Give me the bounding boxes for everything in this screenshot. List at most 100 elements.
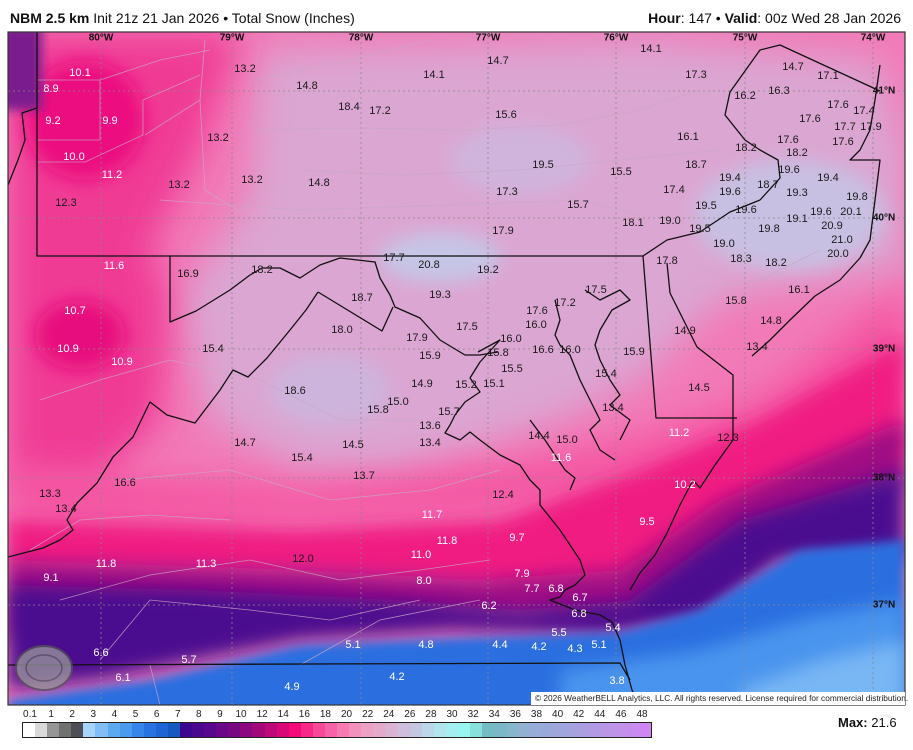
snowfall-value-label: 19.6 bbox=[810, 206, 831, 218]
snowfall-value-label: 5.7 bbox=[181, 654, 196, 666]
snowfall-value-label: 17.6 bbox=[832, 136, 853, 148]
snowfall-value-label: 19.3 bbox=[786, 187, 807, 199]
colorbar-swatch bbox=[518, 723, 531, 737]
snowfall-value-label: 15.4 bbox=[595, 368, 616, 380]
colorbar-swatch bbox=[542, 723, 555, 737]
snowfall-value-label: 10.1 bbox=[69, 67, 90, 79]
colorbar-swatch bbox=[337, 723, 350, 737]
snowfall-value-label: 6.6 bbox=[93, 647, 108, 659]
snowfall-value-label: 16.1 bbox=[788, 284, 809, 296]
snowfall-value-label: 10.2 bbox=[674, 479, 695, 491]
snowfall-value-label: 17.9 bbox=[406, 332, 427, 344]
snowfall-value-label: 17.9 bbox=[860, 121, 881, 133]
colorbar-tick-label: 40 bbox=[552, 709, 564, 720]
colorbar-swatch bbox=[204, 723, 217, 737]
snowfall-value-label: 15.8 bbox=[725, 295, 746, 307]
snowfall-value-label: 17.4 bbox=[853, 105, 874, 117]
snowfall-value-label: 19.8 bbox=[758, 223, 779, 235]
colorbar bbox=[22, 722, 652, 738]
snowfall-value-label: 21.0 bbox=[831, 234, 852, 246]
colorbar-swatch bbox=[192, 723, 205, 737]
snowfall-value-label: 10.0 bbox=[63, 151, 84, 163]
snowfall-value-label: 19.5 bbox=[689, 223, 710, 235]
snowfall-value-label: 11.3 bbox=[196, 558, 217, 570]
snowfall-value-label: 16.3 bbox=[768, 85, 789, 97]
max-value: Max: 21.6 bbox=[838, 715, 897, 730]
snowfall-value-label: 16.0 bbox=[525, 319, 546, 331]
colorbar-swatch bbox=[324, 723, 338, 737]
snowfall-value-label: 10.9 bbox=[57, 343, 78, 355]
longitude-label: 78°W bbox=[349, 33, 374, 44]
snowfall-value-label: 15.4 bbox=[202, 343, 223, 355]
snowfall-value-label: 11.6 bbox=[551, 452, 572, 464]
snowfall-value-label: 14.5 bbox=[342, 439, 363, 451]
latitude-label: 38°N bbox=[873, 473, 895, 484]
colorbar-tick-label: 26 bbox=[404, 709, 416, 720]
snowfall-value-label: 16.9 bbox=[177, 268, 198, 280]
snowfall-value-label: 4.9 bbox=[284, 681, 299, 693]
colorbar-swatch bbox=[481, 723, 495, 737]
snowfall-field bbox=[8, 32, 905, 705]
colorbar-swatch bbox=[614, 723, 627, 737]
snowfall-value-label: 6.2 bbox=[481, 600, 496, 612]
snowfall-value-label: 11.2 bbox=[669, 427, 690, 439]
snowfall-value-label: 14.7 bbox=[487, 55, 508, 67]
colorbar-tick-label: 38 bbox=[530, 709, 543, 720]
title-separator: • bbox=[223, 10, 229, 26]
snowfall-value-label: 8.9 bbox=[43, 83, 58, 95]
snowfall-value-label: 20.8 bbox=[418, 259, 439, 271]
snowfall-value-label: 18.7 bbox=[757, 179, 778, 191]
valid-separator: • bbox=[715, 10, 721, 26]
colorbar-swatch bbox=[155, 723, 168, 737]
snowfall-value-label: 16.2 bbox=[734, 90, 755, 102]
snowfall-value-label: 14.7 bbox=[782, 61, 803, 73]
copyright-notice: © 2026 WeatherBELL Analytics, LLC. All r… bbox=[531, 692, 908, 705]
snowfall-value-label: 11.8 bbox=[96, 558, 117, 570]
snowfall-value-label: 13.4 bbox=[55, 503, 76, 515]
colorbar-swatch bbox=[445, 723, 458, 737]
snowfall-value-label: 13.4 bbox=[419, 437, 440, 449]
snowfall-value-label: 20.1 bbox=[840, 206, 861, 218]
colorbar-swatch bbox=[421, 723, 434, 737]
colorbar-tick-label: 3 bbox=[90, 709, 97, 720]
colorbar-tick-label: 10 bbox=[235, 709, 247, 720]
colorbar-swatch bbox=[626, 723, 639, 737]
colorbar-swatch bbox=[23, 723, 36, 737]
colorbar-swatch bbox=[228, 723, 241, 737]
colorbar-tick-label: 34 bbox=[488, 709, 500, 720]
snowfall-value-label: 14.8 bbox=[760, 315, 781, 327]
snowfall-value-label: 17.8 bbox=[656, 255, 677, 267]
colorbar-tick-label: 24 bbox=[383, 709, 395, 720]
colorbar-swatch bbox=[107, 723, 120, 737]
snowfall-value-label: 9.5 bbox=[639, 516, 654, 528]
snowfall-value-label: 14.1 bbox=[640, 43, 661, 55]
snowfall-value-label: 5.5 bbox=[551, 627, 566, 639]
snowfall-value-label: 19.4 bbox=[817, 172, 838, 184]
longitude-label: 77°W bbox=[476, 33, 501, 44]
snowfall-value-label: 17.2 bbox=[554, 297, 575, 309]
snowfall-value-label: 18.2 bbox=[735, 142, 756, 154]
snowfall-value-label: 17.7 bbox=[383, 252, 404, 264]
snowfall-value-label: 11.0 bbox=[411, 549, 432, 561]
colorbar-swatch bbox=[566, 723, 579, 737]
colorbar-tick-label: 22 bbox=[362, 709, 374, 720]
snowfall-value-label: 5.1 bbox=[345, 639, 360, 651]
snowfall-value-label: 12.4 bbox=[492, 489, 513, 501]
snowfall-value-label: 7.7 bbox=[524, 583, 539, 595]
snowfall-value-label: 11.6 bbox=[104, 260, 125, 272]
colorbar-tick-label: 2 bbox=[69, 709, 75, 720]
latitude-label: 41°N bbox=[873, 86, 895, 97]
colorbar-tick-label: 18 bbox=[319, 709, 331, 720]
county-borders bbox=[29, 39, 821, 705]
snowfall-value-label: 18.2 bbox=[251, 264, 272, 276]
snowfall-value-label: 4.8 bbox=[418, 639, 433, 651]
colorbar-tick-label: 9 bbox=[217, 709, 223, 720]
snowfall-value-label: 18.3 bbox=[730, 253, 751, 265]
max-number: 21.6 bbox=[871, 715, 897, 730]
snowfall-value-label: 15.9 bbox=[419, 350, 440, 362]
colorbar-tick-labels: 0.1 1 2 3 4 5 6 7 8 9 10 12 14 16 18 20 22 24 26 28 30 32 34 36… bbox=[22, 709, 650, 721]
colorbar-tick-label: 30 bbox=[446, 709, 458, 720]
snowfall-value-label: 11.7 bbox=[422, 509, 443, 521]
snowfall-value-label: 15.8 bbox=[487, 347, 508, 359]
